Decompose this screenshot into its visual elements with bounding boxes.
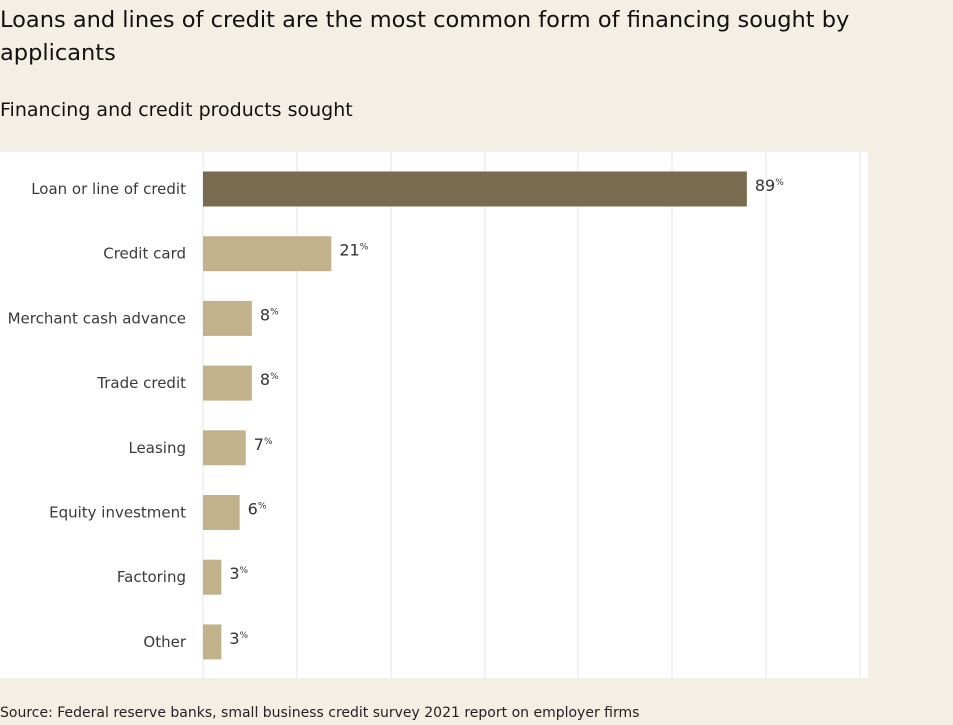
- bar-leasing: [203, 430, 246, 466]
- value-label: 8%: [260, 370, 279, 389]
- value-label: 8%: [260, 305, 279, 324]
- value-unit: %: [258, 502, 267, 512]
- chart-title: Loans and lines of credit are the most c…: [0, 7, 850, 66]
- category-label: Trade credit: [96, 374, 186, 392]
- gridlines: [202, 152, 861, 678]
- value-label: 3%: [229, 629, 248, 648]
- value-label: 21%: [339, 241, 368, 260]
- value-label: 89%: [755, 176, 784, 195]
- bar-equity-investment: [203, 495, 240, 530]
- value-label: 3%: [229, 564, 248, 583]
- value-unit: %: [240, 631, 249, 641]
- chart-panel: Loan or line of credit Credit card Merchan…: [0, 152, 868, 678]
- category-label: Credit card: [103, 245, 186, 263]
- category-labels: Loan or line of credit Credit card Merchan…: [8, 180, 187, 651]
- bar-other: [203, 624, 222, 660]
- bar-loan-or-line-of-credit: [203, 171, 747, 207]
- category-label: Loan or line of credit: [31, 180, 186, 198]
- value-unit: %: [240, 566, 249, 576]
- value-unit: %: [270, 307, 279, 317]
- chart-subtitle: Financing and credit products sought: [0, 99, 353, 121]
- bar-factoring: [203, 559, 222, 595]
- bar-trade-credit: [203, 365, 252, 401]
- category-label: Merchant cash advance: [8, 309, 186, 327]
- category-label: Other: [143, 633, 186, 651]
- bar-credit-card: [203, 236, 332, 272]
- category-label: Leasing: [128, 439, 186, 457]
- value-label: 7%: [254, 435, 273, 454]
- value-unit: %: [775, 178, 784, 188]
- category-label: Factoring: [117, 568, 186, 586]
- bar-chart: Loan or line of credit Credit card Merchan…: [8, 152, 861, 678]
- category-label: Equity investment: [49, 504, 186, 522]
- value-unit: %: [270, 372, 279, 382]
- bar-merchant-cash-advance: [203, 300, 252, 336]
- source-note: Source: Federal reserve banks, small bus…: [0, 705, 640, 721]
- value-unit: %: [264, 437, 273, 447]
- bars: [203, 171, 747, 660]
- value-unit: %: [360, 243, 369, 253]
- value-label: 6%: [248, 500, 267, 519]
